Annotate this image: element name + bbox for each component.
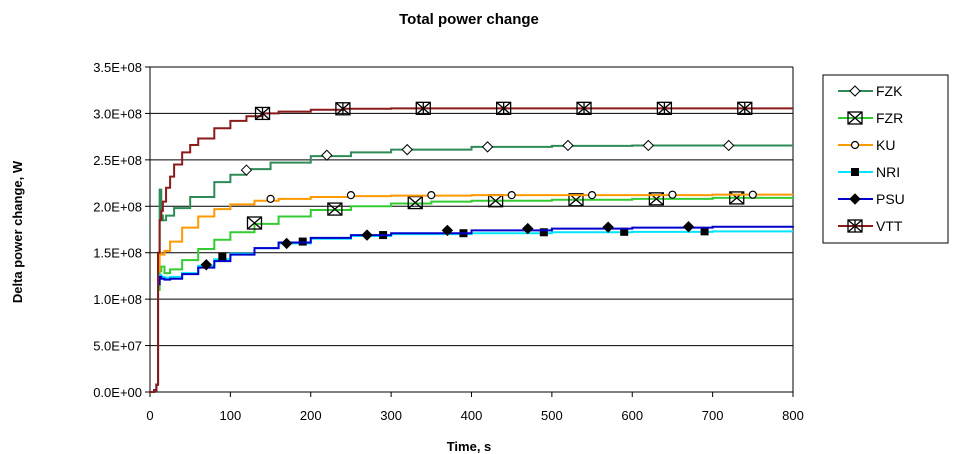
series-marker-ku	[427, 191, 436, 200]
series-marker-ku	[668, 190, 677, 199]
series-marker-vtt	[415, 101, 431, 115]
series-marker-fzk	[321, 149, 333, 161]
x-tick-label: 800	[782, 408, 804, 423]
legend-label: KU	[876, 137, 895, 153]
series-marker-fzk	[401, 143, 413, 156]
y-tick-label: 1.0E+08	[93, 292, 142, 307]
legend-label: NRI	[876, 164, 900, 180]
x-tick-label: 600	[621, 408, 643, 423]
series-marker-psu	[522, 222, 534, 235]
series-marker-fzk	[240, 164, 253, 176]
legend-item-nri: NRI	[838, 164, 900, 180]
legend-box	[822, 74, 949, 244]
series-marker-ku	[507, 191, 516, 200]
legend-item-ku: KU	[838, 137, 895, 153]
series-marker-vtt	[335, 102, 351, 116]
legend-item-fzk: FZK	[838, 83, 903, 99]
x-tick-label: 0	[146, 408, 153, 423]
x-axis-title: Time, s	[447, 439, 492, 454]
legend: FZK FZR KU NRI PSU VTT	[822, 74, 949, 244]
y-tick-label: 2.5E+08	[93, 153, 142, 168]
axes	[145, 66, 794, 397]
series-marker-ku	[266, 194, 275, 203]
legend-marker	[847, 219, 863, 233]
series-line-fzk	[150, 144, 793, 393]
series-marker-psu	[441, 224, 454, 237]
x-tick-label: 100	[220, 408, 242, 423]
legend-item-fzr: FZR	[838, 110, 903, 126]
series-marker-fzr	[327, 202, 343, 216]
y-tick-label: 1.5E+08	[93, 246, 142, 261]
y-tick-label: 5.0E+07	[93, 339, 142, 354]
series-marker-fzk	[642, 139, 655, 152]
legend-marker	[849, 85, 861, 97]
series-marker-fzk	[722, 139, 735, 152]
legend-marker	[851, 168, 859, 176]
y-tick-label: 3.5E+08	[93, 60, 142, 75]
legend-label: FZK	[876, 83, 903, 99]
series-lines	[150, 101, 794, 393]
series-marker-psu	[280, 237, 293, 250]
y-axis-title: Delta power change, W	[10, 160, 25, 303]
legend-label: PSU	[876, 191, 905, 207]
series-marker-nri	[218, 252, 227, 261]
series-marker-vtt	[495, 101, 512, 115]
series-marker-nri	[620, 227, 629, 236]
y-tick-label: 3.0E+08	[93, 106, 142, 121]
series-line-vtt	[150, 107, 793, 393]
series-marker-ku	[748, 190, 757, 199]
legend-item-vtt: VTT	[838, 218, 903, 234]
series-marker-psu	[361, 229, 373, 241]
series-marker-psu	[682, 221, 695, 233]
series-marker-fzk	[481, 141, 494, 153]
x-tick-label: 200	[300, 408, 322, 423]
x-tick-label: 300	[380, 408, 402, 423]
series-marker-ku	[346, 191, 356, 200]
series-marker-psu	[200, 259, 212, 271]
x-tick-label: 500	[541, 408, 563, 423]
series-marker-nri	[539, 228, 548, 237]
legend-label: VTT	[876, 218, 903, 234]
series-marker-fzr	[246, 216, 263, 230]
series-marker-vtt	[656, 101, 673, 115]
series-marker-ku	[587, 191, 597, 200]
chart-title: Total power change	[399, 11, 539, 28]
tick-labels: 0.0E+00 5.0E+07 1.0E+08 1.5E+08 2.0E+08 2.5E+…	[93, 60, 804, 423]
gridlines	[150, 66, 793, 393]
series-line-ku	[150, 193, 793, 393]
x-tick-label: 700	[702, 408, 724, 423]
y-tick-label: 0.0E+00	[93, 385, 142, 400]
legend-marker	[847, 111, 863, 125]
series-marker-vtt	[737, 101, 753, 115]
legend-item-psu: PSU	[838, 191, 905, 207]
legend-label: FZR	[876, 110, 903, 126]
series-marker-vtt	[576, 101, 592, 115]
x-tick-label: 400	[461, 408, 483, 423]
y-tick-label: 2.0E+08	[93, 199, 142, 214]
series-marker-nri	[700, 227, 709, 236]
series-line-psu	[150, 225, 794, 393]
series-marker-fzk	[562, 139, 574, 152]
legend-marker	[849, 193, 861, 205]
series-marker-vtt	[254, 106, 271, 121]
legend-marker	[850, 140, 860, 150]
series-marker-psu	[602, 221, 614, 233]
